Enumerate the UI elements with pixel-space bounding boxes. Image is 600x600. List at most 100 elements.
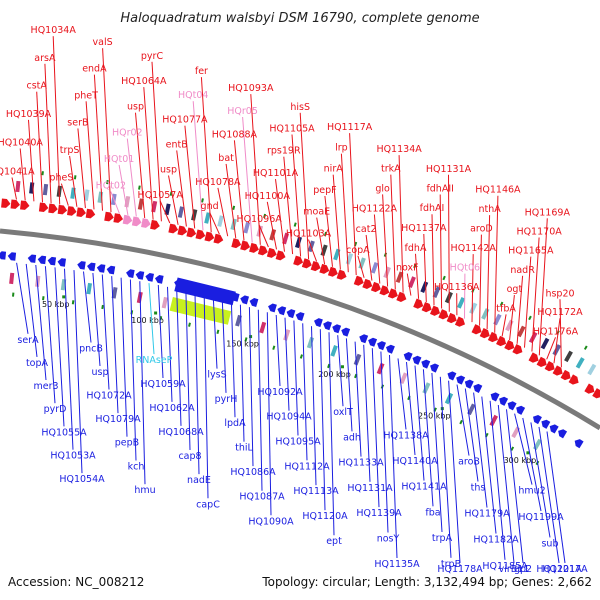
feature-block [161,296,168,309]
forward-gene-arrow [512,344,523,355]
label-line [522,417,542,512]
label-line [448,174,450,312]
forward-gene-label: HQ1134A [376,144,422,155]
reverse-gene-label: RNAseP [136,355,173,366]
feature-block [259,321,267,334]
forward-gene-arrow [536,356,547,367]
forward-gene-label: HQ1131A [426,164,472,175]
label-line [36,91,43,203]
feature-mark [272,345,276,350]
label-line [92,272,101,367]
label-line [52,36,61,205]
reverse-gene-arrow [403,352,413,362]
label-line [203,295,209,499]
reverse-gene-arrow [323,321,332,331]
forward-gene-label: HQ1077A [162,115,208,126]
reverse-gene-arrow [7,252,17,261]
label-line [120,277,128,437]
reverse-gene-label: HQ1135A [374,559,420,570]
label-line [389,354,398,559]
reverse-gene-label: ths [471,483,486,494]
feature-block [469,302,478,315]
reverse-gene-label: ept [326,536,342,547]
tick-mark [62,295,66,299]
reverse-gene-label: hmu [134,485,155,496]
label-line [200,77,212,233]
label-line [176,288,182,426]
feature-block [517,325,526,338]
reverse-gene-arrow [368,337,378,347]
label-line [332,174,341,270]
feature-block [376,362,385,375]
forward-gene-label: HQ1088A [212,129,258,140]
label-line [546,431,566,564]
forward-gene-arrow [20,200,30,210]
forward-gene-label: arsA [34,53,56,64]
reverse-gene-label: HQ1113A [293,486,339,497]
label-line [456,384,470,456]
reverse-gene-arrow [541,419,551,429]
feature-mark [41,171,44,176]
label-line [486,215,491,330]
forward-gene-label: hsp20 [545,288,574,299]
forward-gene-label: usp [127,102,144,113]
forward-gene-label: nthA [478,204,501,215]
forward-gene-label: HQ1172A [537,307,583,318]
feature-block [564,350,573,363]
feature-block [282,232,290,245]
forward-gene-label: HQ1093A [228,83,274,94]
forward-gene-arrow [471,324,482,335]
feature-block [444,392,454,405]
forward-gene-label: HQ1078A [195,177,241,188]
forward-gene-arrow [293,255,304,266]
feature-block [269,228,277,241]
label-line [291,134,302,257]
label-line [184,125,196,229]
reverse-gene-label: HQ1140A [392,456,438,467]
label-line [111,276,119,414]
reverse-gene-label: pncB [79,344,103,355]
feature-block [481,308,490,320]
forward-gene-label: HQt04 [178,90,208,101]
forward-gene-label: pheS [49,173,73,184]
reverse-gene-arrow [295,312,305,322]
reverse-gene-label: HQ1068A [158,427,204,438]
forward-gene-arrow [76,207,86,218]
feature-block [587,363,597,376]
label-line [311,326,317,486]
feature-block [395,271,404,284]
label-line [126,138,137,217]
forward-gene-label: HQ1137A [401,223,447,234]
feature-block [399,372,408,385]
reverse-gene-label: HQ1072A [86,391,132,402]
reverse-gene-label: HQ1217A [542,564,588,575]
reverse-gene-label: HQ1178A [437,564,483,575]
forward-gene-label: HQr02 [112,128,143,139]
genome-summary-text: Topology: circular; Length: 3,132,494 bp… [261,575,592,589]
forward-gene-arrow [275,250,286,261]
feature-block [408,276,416,288]
label-line [217,187,229,237]
label-line [546,337,556,360]
label-line [299,112,310,260]
feature-mark [499,301,504,307]
forward-gene-label: HQ1040A [0,138,43,149]
label-line [284,317,290,411]
reverse-gene-label: HQ1095A [275,437,321,448]
forward-gene-label: cstA [26,81,47,92]
forward-gene-arrow [186,227,197,238]
forward-gene-label: HQ1146A [475,185,521,196]
reverse-gene-label: trpA [432,533,453,544]
feature-mark [106,179,109,185]
reverse-gene-label: gp2 [514,564,532,575]
label-line [324,195,333,267]
reverse-gene-label: usp [91,367,108,378]
forward-gene-arrow [249,242,259,253]
label-line [44,63,52,204]
label-line [293,320,299,436]
reverse-gene-label: lysS [207,370,226,381]
feature-mark [188,322,191,327]
forward-gene-arrow [413,298,424,309]
reverse-gene-arrow [499,396,509,406]
forward-gene-arrow [396,291,407,302]
